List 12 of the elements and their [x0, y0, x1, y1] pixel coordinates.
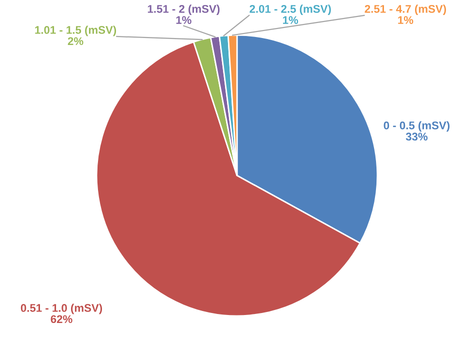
- data-label: 33%: [406, 132, 428, 141]
- slice-label: 2.51 - 4.7 (mSV): [364, 4, 446, 16]
- slice-label: 1.51 - 2 (mSV): [148, 4, 220, 16]
- data-label: 1%: [176, 16, 192, 24]
- slice-label: 0 - 0.5 (mSV): [384, 121, 450, 132]
- data-label: 1%: [283, 16, 298, 24]
- slice-label: 1.01 - 1.5 (mSV): [35, 26, 116, 36]
- slice-label: 2.01 - 2.5 (mSV): [250, 4, 331, 16]
- slice-label: 0.51 - 1.0 (mSV): [20, 304, 102, 314]
- data-label: 1%: [398, 16, 414, 24]
- data-label: 62%: [50, 315, 72, 324]
- data-label: 2%: [68, 37, 84, 46]
